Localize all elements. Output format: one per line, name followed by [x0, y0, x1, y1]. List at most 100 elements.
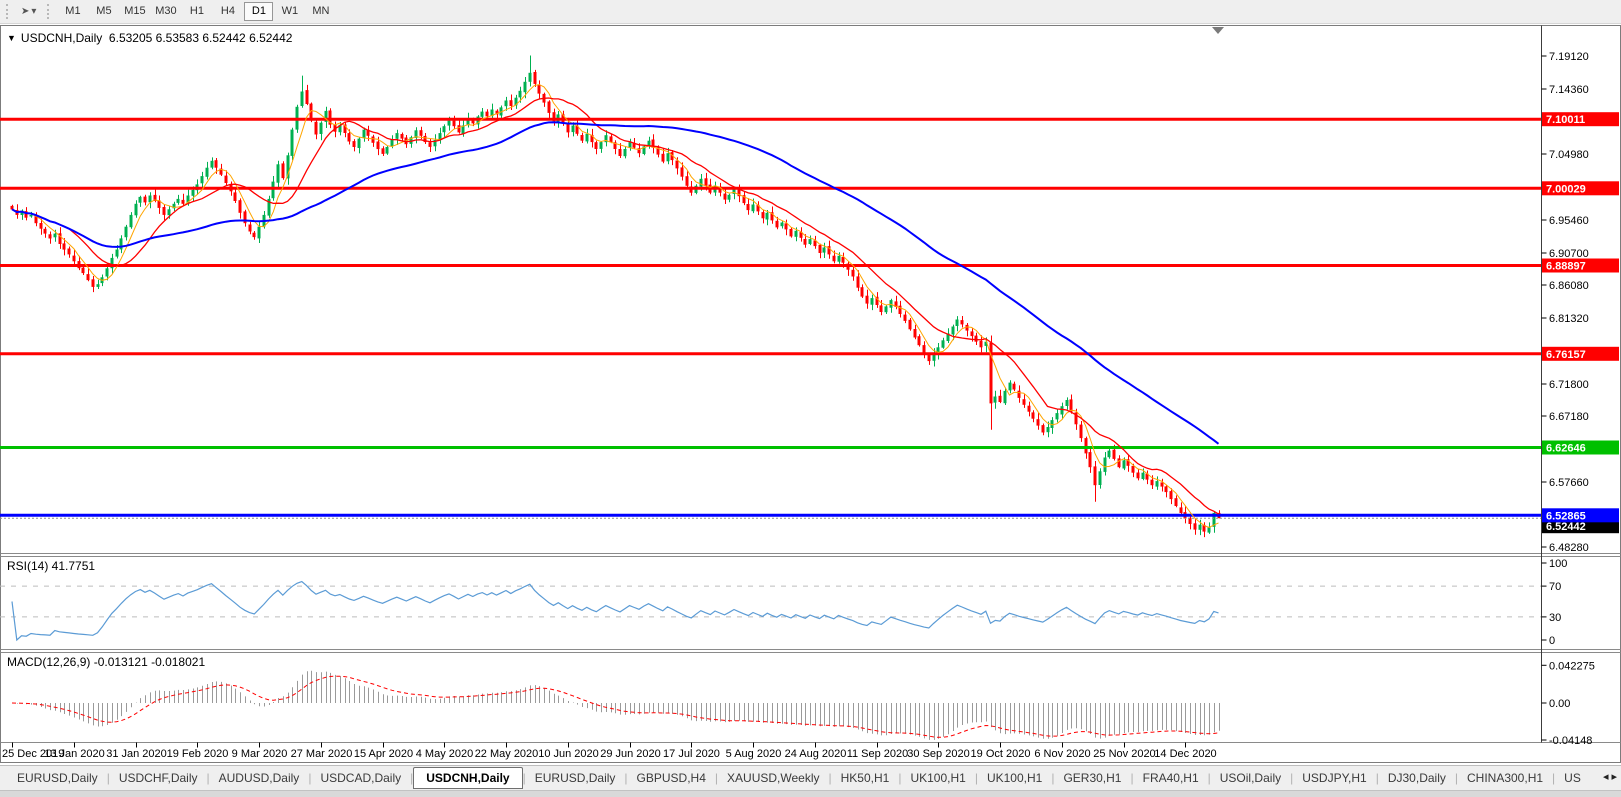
svg-text:4 May 2020: 4 May 2020 — [416, 748, 473, 760]
svg-text:30 Sep 2020: 30 Sep 2020 — [907, 748, 969, 760]
tab-separator: | — [206, 771, 210, 785]
svg-text:7.14360: 7.14360 — [1549, 84, 1589, 96]
svg-text:15 Apr 2020: 15 Apr 2020 — [354, 748, 413, 760]
tab-separator: | — [828, 771, 832, 785]
svg-text:7.10011: 7.10011 — [1546, 114, 1585, 126]
tab-separator: | — [624, 771, 628, 785]
svg-text:10 Jun 2020: 10 Jun 2020 — [538, 748, 599, 760]
svg-text:29 Jun 2020: 29 Jun 2020 — [600, 748, 661, 760]
tab-fra40-h1[interactable]: FRA40,H1 — [1142, 771, 1199, 785]
svg-text:7.00029: 7.00029 — [1546, 183, 1586, 195]
timeframe-button-m5[interactable]: M5 — [96, 5, 112, 17]
tab-separator: | — [1130, 771, 1134, 785]
svg-text:6.67180: 6.67180 — [1549, 411, 1589, 423]
svg-text:24 Aug 2020: 24 Aug 2020 — [785, 748, 847, 760]
svg-text:7.04980: 7.04980 — [1549, 149, 1589, 161]
tab-eurusd-daily[interactable]: EURUSD,Daily — [17, 771, 98, 785]
chart-title: ▼ USDCNH,Daily 6.53205 6.53583 6.52442 6… — [7, 31, 292, 45]
tab-us[interactable]: US — [1564, 771, 1581, 785]
cursor-tool-button[interactable]: ➤ ▾ — [16, 2, 41, 22]
tab-separator: | — [1375, 771, 1379, 785]
tab-scroll-left-icon[interactable]: ◂ — [1602, 771, 1609, 783]
svg-text:6.95460: 6.95460 — [1549, 215, 1589, 227]
level-lines — [0, 117, 1541, 519]
chart-tab-bar: EURUSD,Daily | USDCHF,Daily | AUDUSD,Daily | U… — [0, 765, 1621, 790]
svg-text:6 Nov 2020: 6 Nov 2020 — [1034, 748, 1090, 760]
svg-text:5 Aug 2020: 5 Aug 2020 — [726, 748, 782, 760]
svg-text:7.19120: 7.19120 — [1549, 51, 1589, 63]
tab-china300-h1[interactable]: CHINA300,H1 — [1467, 771, 1544, 785]
rsi-pane — [0, 580, 1541, 642]
tab-uk100-h1[interactable]: UK100,H1 — [910, 771, 966, 785]
svg-text:6.71800: 6.71800 — [1549, 379, 1589, 391]
tab-scroll-right-icon[interactable]: ▸ — [1611, 771, 1617, 783]
svg-text:6.52865: 6.52865 — [1546, 510, 1586, 522]
tab-dj30-daily[interactable]: DJ30,Daily — [1387, 771, 1446, 785]
tab-usdcad-daily[interactable]: USDCAD,Daily — [320, 771, 402, 785]
svg-text:-0.04148: -0.04148 — [1549, 735, 1592, 747]
svg-text:6.86080: 6.86080 — [1549, 280, 1589, 292]
svg-text:25 Dec 2019: 25 Dec 2019 — [2, 748, 64, 760]
tab-gbpusd-h4[interactable]: GBPUSD,H4 — [636, 771, 706, 785]
svg-text:19 Feb 2020: 19 Feb 2020 — [167, 748, 229, 760]
svg-text:0.042275: 0.042275 — [1549, 660, 1595, 672]
tab-separator: | — [898, 771, 902, 785]
svg-text:6.76157: 6.76157 — [1546, 349, 1586, 361]
svg-text:13 Jan 2020: 13 Jan 2020 — [44, 748, 105, 760]
svg-text:11 Sep 2020: 11 Sep 2020 — [847, 748, 909, 760]
tab-usoil-daily[interactable]: USOil,Daily — [1219, 771, 1282, 785]
toolbar-grip[interactable] — [47, 4, 52, 19]
tab-separator: | — [308, 771, 312, 785]
price-chart[interactable]: 7.19120 7.14360 7.04980 6.95460 6.90700 6.860… — [0, 0, 1621, 765]
timeframe-button-h1[interactable]: H1 — [189, 5, 204, 17]
chevron-down-icon: ▾ — [31, 6, 37, 17]
svg-text:0: 0 — [1549, 635, 1555, 647]
svg-text:6.52442: 6.52442 — [1546, 521, 1586, 533]
moving-averages — [11, 84, 1220, 528]
tab-separator: | — [1454, 771, 1458, 785]
toolbar-grip[interactable] — [6, 4, 11, 19]
timeframe-button-m15[interactable]: M15 — [124, 5, 146, 17]
chart-window-frame — [0, 25, 1621, 763]
tab-audusd-daily[interactable]: AUDUSD,Daily — [218, 771, 300, 785]
svg-text:70: 70 — [1549, 581, 1561, 593]
tab-usdjpy-h1[interactable]: USDJPY,H1 — [1302, 771, 1367, 785]
tab-separator: | — [714, 771, 719, 785]
svg-text:0.00: 0.00 — [1549, 698, 1570, 710]
svg-text:17 Jul 2020: 17 Jul 2020 — [663, 748, 720, 760]
svg-text:22 May 2020: 22 May 2020 — [475, 748, 539, 760]
tab-eurusd-daily[interactable]: EURUSD,Daily — [534, 771, 616, 785]
tab-separator: | — [1552, 771, 1556, 785]
tab-separator: | — [1290, 771, 1294, 785]
collapse-triangle-icon[interactable]: ▼ — [7, 33, 16, 43]
svg-text:6.57660: 6.57660 — [1549, 477, 1589, 489]
tab-separator: | — [522, 771, 526, 785]
chart-shift-marker-icon[interactable] — [1212, 27, 1224, 34]
svg-text:31 Jan 2020: 31 Jan 2020 — [106, 748, 167, 760]
timeframe-button-d1[interactable]: D1 — [244, 2, 274, 21]
tab-xauusd-weekly[interactable]: XAUUSD,Weekly — [727, 771, 820, 785]
timeframe-button-mn[interactable]: MN — [312, 5, 330, 17]
chart-title-text: USDCNH,Daily 6.53205 6.53583 6.52442 6.5… — [20, 31, 293, 45]
tab-hk50-h1[interactable]: HK50,H1 — [840, 771, 890, 785]
timeframe-button-group: M1 M5 M15 M30 H1 H4 D1 W1 MN — [57, 2, 336, 21]
svg-text:6.81320: 6.81320 — [1549, 313, 1589, 325]
tab-usdchf-daily[interactable]: USDCHF,Daily — [118, 771, 198, 785]
timeframe-button-m30[interactable]: M30 — [155, 5, 177, 17]
svg-text:30: 30 — [1549, 612, 1561, 624]
svg-text:14 Dec 2020: 14 Dec 2020 — [1154, 748, 1216, 760]
svg-text:6.62646: 6.62646 — [1546, 443, 1586, 455]
svg-text:6.88897: 6.88897 — [1546, 261, 1586, 273]
tab-usdcnh-daily[interactable]: USDCNH,Daily — [413, 767, 523, 789]
timeframe-button-w1[interactable]: W1 — [281, 5, 299, 17]
price-axis: 7.19120 7.14360 7.04980 6.95460 6.90700 6.860… — [1541, 51, 1619, 747]
svg-text:19 Oct 2020: 19 Oct 2020 — [971, 748, 1031, 760]
macd-pane — [11, 670, 1220, 740]
timeframe-button-m1[interactable]: M1 — [65, 5, 81, 17]
timeframe-button-h4[interactable]: H4 — [220, 5, 235, 17]
tab-uk100-h1[interactable]: UK100,H1 — [986, 771, 1043, 785]
svg-text:6.90700: 6.90700 — [1549, 248, 1589, 260]
tab-ger30-h1[interactable]: GER30,H1 — [1063, 771, 1122, 785]
toolbar: ➤ ▾ M1 M5 M15 M30 H1 H4 D1 W1 MN — [0, 0, 1621, 24]
